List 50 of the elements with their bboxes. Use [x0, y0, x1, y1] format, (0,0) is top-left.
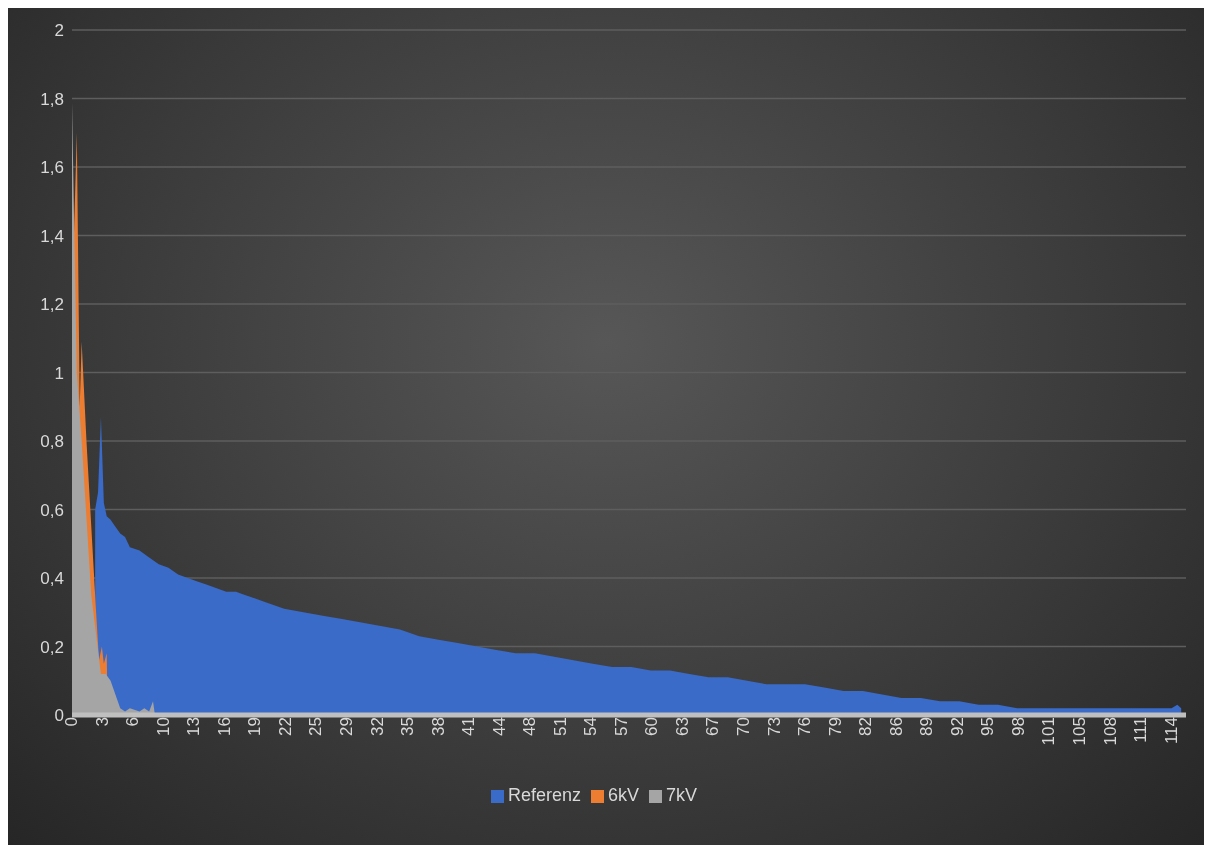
x-tick-label: 32 [367, 717, 387, 736]
legend-label: 7kV [666, 785, 698, 805]
x-tick-label: 63 [672, 717, 692, 736]
x-tick-label: 76 [795, 717, 815, 736]
x-tick-label: 86 [886, 717, 906, 736]
y-tick-label: 0,8 [40, 432, 64, 452]
x-tick-label: 19 [245, 717, 265, 736]
y-tick-label: 1,8 [40, 89, 64, 109]
x-tick-label: 25 [306, 717, 326, 736]
x-tick-label: 51 [550, 717, 570, 736]
x-tick-label: 60 [642, 717, 662, 736]
x-tick-label: 29 [336, 717, 356, 736]
x-tick-label: 108 [1100, 717, 1120, 746]
x-tick-label: 10 [153, 717, 173, 736]
x-tick-label: 79 [825, 717, 845, 736]
x-tick-label: 0 [62, 717, 82, 727]
x-tick-label: 89 [917, 717, 937, 736]
x-tick-label: 48 [520, 717, 540, 736]
x-tick-label: 57 [611, 717, 631, 736]
x-tick-label: 67 [703, 717, 723, 736]
x-tick-label: 13 [184, 717, 204, 736]
x-tick-label: 95 [978, 717, 998, 736]
x-tick-label: 92 [947, 717, 967, 736]
legend-label: Referenz [507, 785, 581, 805]
y-tick-label: 1 [54, 363, 64, 383]
x-tick-label: 98 [1008, 717, 1028, 736]
x-tick-label: 3 [92, 717, 112, 727]
legend-label: 6kV [607, 785, 640, 805]
x-tick-label: 38 [428, 717, 448, 736]
x-tick-label: 54 [581, 717, 601, 736]
y-tick-label: 1,4 [40, 226, 64, 246]
x-tick-label: 22 [275, 717, 295, 736]
y-tick-label: 2 [54, 21, 64, 41]
y-tick-label: 0,6 [40, 500, 64, 520]
x-tick-label: 16 [214, 717, 234, 736]
x-tick-label: 82 [856, 717, 876, 736]
x-tick-label: 101 [1039, 717, 1059, 746]
x-tick-label: 114 [1161, 717, 1181, 745]
x-tick-label: 44 [489, 717, 509, 736]
x-tick-label: 73 [764, 717, 784, 736]
x-tick-label: 111 [1131, 717, 1151, 743]
y-tick-label: 1,2 [40, 295, 64, 315]
y-tick-label: 0,2 [40, 637, 64, 657]
x-tick-label: 6 [123, 717, 143, 727]
x-tick-label: 35 [398, 717, 418, 736]
x-tick-label: 41 [459, 717, 479, 736]
x-tick-label: 70 [734, 717, 754, 736]
y-tick-label: 0,4 [40, 569, 64, 589]
y-tick-label: 1,6 [40, 158, 64, 178]
x-tick-label: 105 [1069, 717, 1089, 746]
